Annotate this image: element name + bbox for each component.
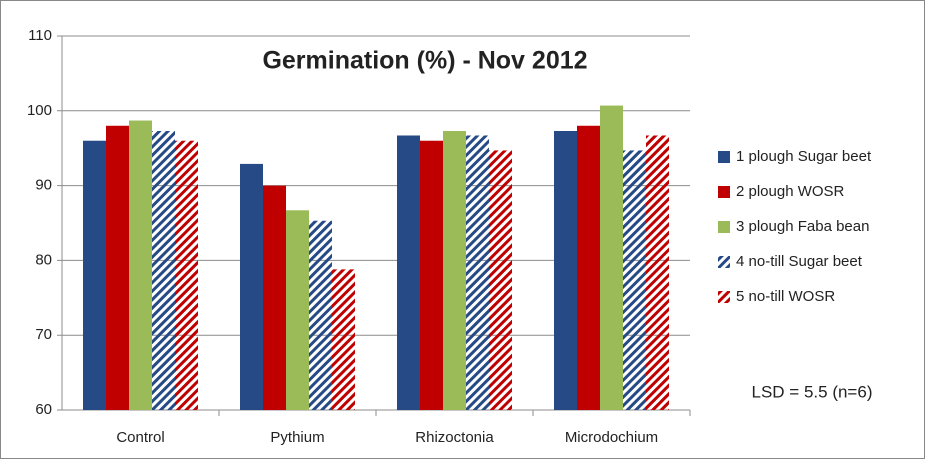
y-tick-label: 80	[35, 251, 52, 268]
bar	[83, 140, 106, 410]
legend-label: 2 plough WOSR	[736, 183, 845, 200]
legend-label: 1 plough Sugar beet	[736, 148, 872, 165]
bar	[577, 125, 600, 410]
y-tick-label: 110	[28, 27, 52, 44]
bar	[554, 130, 577, 410]
bar	[646, 135, 669, 410]
legend-label: 5 no-till WOSR	[736, 288, 835, 305]
bar	[397, 135, 420, 410]
x-tick-label: Control	[116, 429, 164, 446]
x-tick-label: Microdochium	[565, 429, 658, 446]
bar	[129, 120, 152, 411]
y-tick-label: 70	[35, 326, 52, 343]
bar	[466, 135, 489, 410]
legend-swatch	[718, 221, 730, 233]
bar	[152, 130, 175, 410]
x-tick-label: Rhizoctonia	[415, 429, 494, 446]
legend-swatch	[718, 186, 730, 198]
y-tick-label: 90	[35, 177, 52, 194]
y-tick-label: 60	[35, 401, 52, 418]
bar	[420, 140, 443, 410]
legend-swatch	[718, 256, 730, 268]
legend-label: 3 plough Faba bean	[736, 218, 869, 235]
bar	[309, 220, 332, 410]
annotation: LSD = 5.5 (n=6)	[752, 382, 873, 401]
legend-swatch	[718, 151, 730, 163]
y-tick-label: 100	[27, 102, 52, 119]
bar	[106, 125, 129, 410]
bar	[263, 185, 286, 410]
legend-label: 4 no-till Sugar beet	[736, 253, 863, 270]
bar	[175, 140, 198, 410]
bar	[443, 130, 466, 410]
legend-swatch	[718, 291, 730, 303]
chart-title: Germination (%) - Nov 2012	[262, 47, 587, 75]
bar	[332, 269, 355, 410]
x-tick-label: Pythium	[270, 429, 324, 446]
bar	[489, 150, 512, 410]
bar	[623, 150, 646, 410]
bar	[286, 210, 309, 410]
bar	[240, 163, 263, 410]
bar	[600, 105, 623, 411]
